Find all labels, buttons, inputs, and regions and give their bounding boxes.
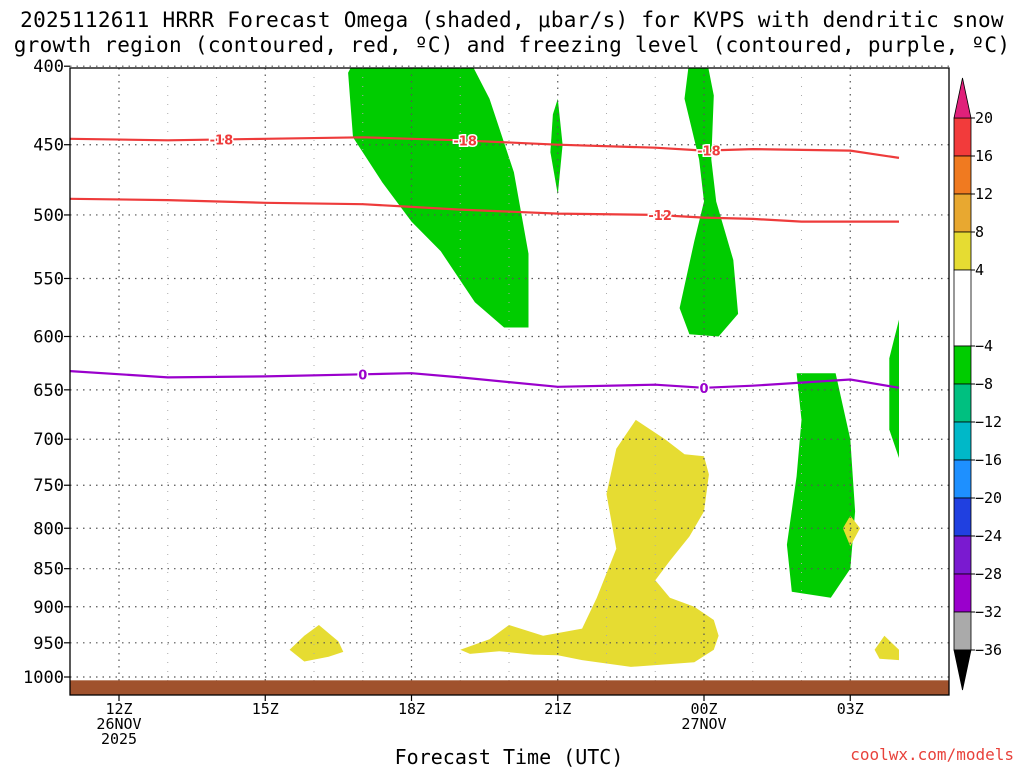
colorbar-label--16: −16 — [975, 451, 1002, 469]
xtick-label-18-0: 18Z — [398, 700, 425, 718]
colorbar-band-11 — [953, 573, 972, 613]
x-axis-label: Forecast Time (UTC) — [395, 745, 624, 768]
xtick-label-12-2: 2025 — [101, 730, 137, 748]
colorbar-band-0 — [953, 117, 972, 157]
omega-region-mid-green — [786, 373, 856, 598]
omega-region-low-yellow-1 — [289, 625, 344, 662]
contour-dgz-minus18-label-2: -18 — [697, 144, 721, 159]
contour-dgz-minus18-label-0: -18 — [210, 133, 234, 148]
colorbar-band-6 — [953, 383, 972, 423]
colorbar-label--20: −20 — [975, 489, 1002, 507]
colorbar-label--32: −32 — [975, 603, 1002, 621]
contour-dgz-minus12 — [70, 197, 899, 223]
xtick-label-12-0: 12Z — [105, 700, 132, 718]
ytick-label-600: 600 — [33, 327, 64, 347]
ground-layer — [70, 680, 949, 695]
colorbar-label--12: −12 — [975, 413, 1002, 431]
axes-layer: 2503003504004505005506006507007508008509… — [23, 57, 950, 748]
colorbar-band-1 — [953, 155, 972, 195]
omega-region-edge-green — [889, 319, 899, 458]
colorbar-band-2 — [953, 193, 972, 233]
ytick-label-800: 800 — [33, 519, 64, 539]
colorbar-label--24: −24 — [975, 527, 1002, 545]
xtick-label-24-0: 00Z — [690, 700, 717, 718]
colorbar-band-7 — [953, 421, 972, 461]
contour-freezing-level-label-1: 0 — [699, 382, 708, 397]
omega-region-right-yellow — [874, 635, 899, 661]
credit-link[interactable]: coolwx.com/models — [850, 745, 1014, 764]
ytick-label-850: 850 — [33, 560, 64, 580]
xtick-label-21-0: 21Z — [544, 700, 571, 718]
xtick-label-24-1: 27NOV — [681, 715, 726, 733]
omega-region-upper-green — [348, 68, 529, 328]
colorbar-band-12 — [953, 611, 972, 651]
colorbar-label-20: 20 — [975, 109, 993, 127]
chart-title: 2025112611 HRRR Forecast Omega (shaded, … — [13, 8, 1011, 57]
contour-dgz-minus18 — [70, 136, 900, 159]
omega-region-small-yellow — [842, 515, 860, 547]
colorbar-band-3 — [953, 231, 972, 271]
colorbar-label-8: 8 — [975, 223, 984, 241]
colorbar-label--36: −36 — [975, 641, 1002, 659]
colorbar-label-4: 4 — [975, 261, 984, 279]
plot-frame — [69, 67, 950, 696]
colorbar-label--8: −8 — [975, 375, 993, 393]
xtick-label-27-0: 03Z — [837, 700, 864, 718]
colorbar-label-16: 16 — [975, 147, 993, 165]
ytick-label-450: 450 — [33, 136, 64, 156]
omega-shading-layer — [289, 68, 899, 667]
omega-region-hourglass-green — [679, 68, 739, 337]
colorbar-under-arrow — [953, 649, 972, 691]
colorbar: 20 16 12 8 4 −4 −8 −12 −16 −20 −24 −28 −32 −36 — [953, 77, 1002, 691]
xtick-label-15-0: 15Z — [252, 700, 279, 718]
colorbar-band-9 — [953, 497, 972, 537]
ytick-label-400: 400 — [33, 57, 64, 77]
colorbar-over-arrow — [953, 77, 972, 119]
colorbar-label--4: −4 — [975, 337, 993, 355]
colorbar-band-4 — [953, 269, 972, 347]
contour-freezing-level-label-0: 0 — [358, 368, 367, 383]
ytick-label-700: 700 — [33, 430, 64, 450]
xtick-label-12-1: 26NOV — [96, 715, 141, 733]
ytick-label-900: 900 — [33, 598, 64, 618]
ytick-label-1000: 1000 — [23, 668, 64, 688]
colorbar-band-8 — [953, 459, 972, 499]
ytick-label-500: 500 — [33, 206, 64, 226]
omega-region-low-yellow-2 — [460, 419, 719, 667]
colorbar-band-5 — [953, 345, 972, 385]
colorbar-band-10 — [953, 535, 972, 575]
omega-region-sliver-green — [550, 98, 563, 195]
ground-bar — [70, 680, 949, 695]
contour-freezing-level — [70, 370, 900, 389]
colorbar-label--28: −28 — [975, 565, 1002, 583]
ytick-label-750: 750 — [33, 476, 64, 496]
contour-dgz-minus12-label-0: -12 — [648, 209, 672, 224]
ytick-label-950: 950 — [33, 634, 64, 654]
colorbar-label-12: 12 — [975, 185, 993, 203]
grid-layer — [70, 65, 949, 695]
contour-dgz-minus18-label-1: -18 — [453, 134, 477, 149]
ytick-label-550: 550 — [33, 269, 64, 289]
ytick-label-650: 650 — [33, 381, 64, 401]
contour-layer: -18 -18 -18 -12 0 0 — [70, 132, 900, 398]
